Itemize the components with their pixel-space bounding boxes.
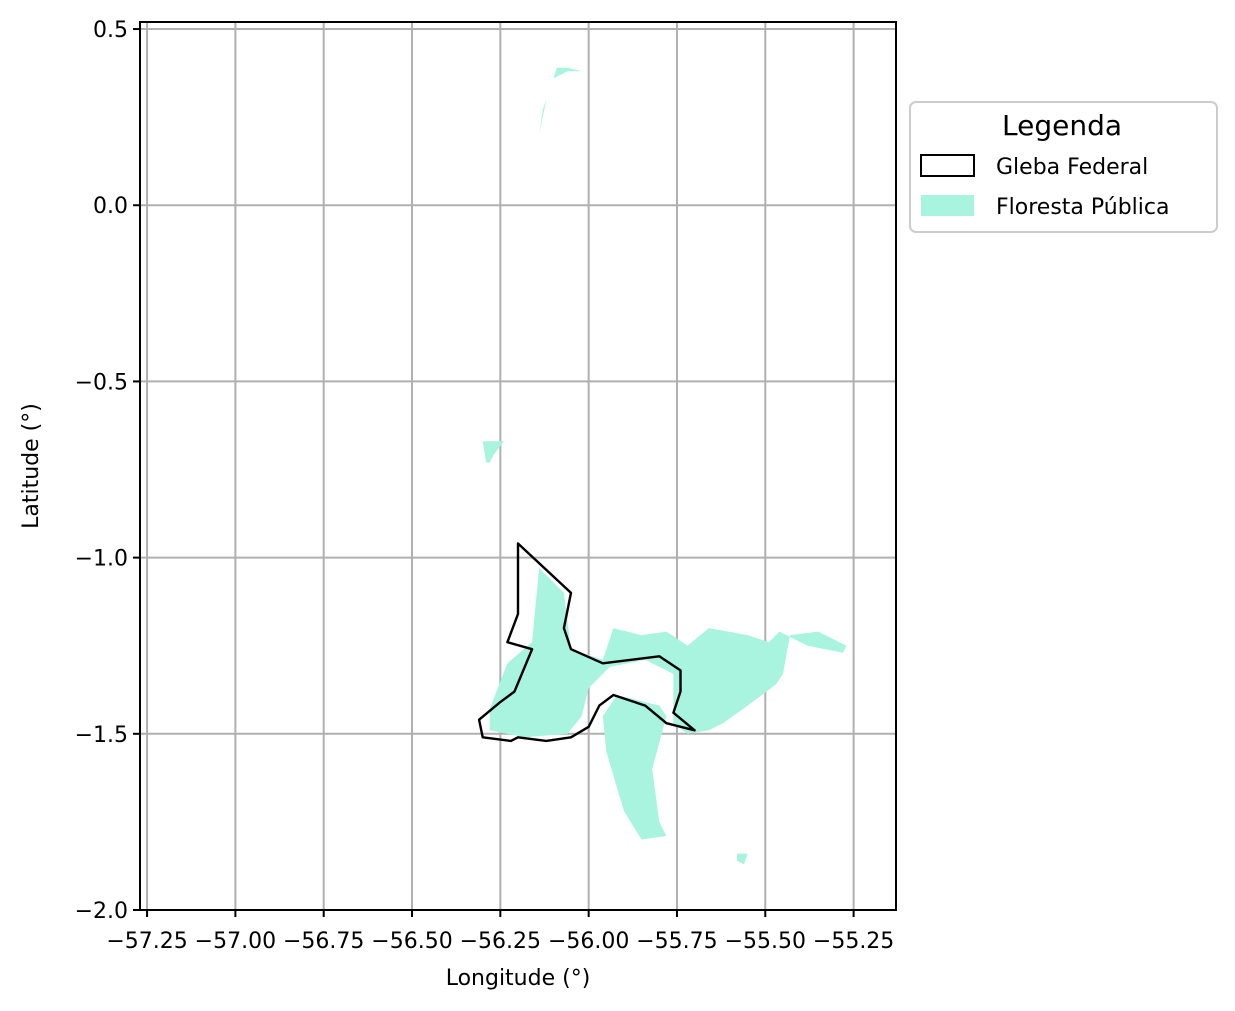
floresta-publica-area <box>489 568 847 738</box>
y-tick-label: 0.5 <box>93 18 128 43</box>
x-axis-label: Longitude (°) <box>446 966 591 991</box>
x-tick-label: −55.50 <box>725 929 806 954</box>
gleba-federal-boundary <box>477 542 696 743</box>
legend-swatch-floresta-publica <box>921 195 974 216</box>
floresta-publica-area <box>482 441 504 463</box>
x-tick-label: −55.75 <box>636 929 717 954</box>
legend-label-floresta-publica: Floresta Pública <box>996 195 1169 220</box>
legend-label-gleba-federal: Gleba Federal <box>996 155 1148 180</box>
x-tick-label: −56.25 <box>460 929 541 954</box>
x-tick-label: −57.25 <box>106 929 187 954</box>
plot-frame <box>139 21 897 911</box>
x-tick-label: −57.00 <box>195 929 276 954</box>
floresta-publica-layer <box>482 67 847 865</box>
axis-ticks: −57.25 −57.00 −56.75 −56.50 −56.25 −56.00 −55.… <box>75 18 895 954</box>
y-tick-label: −0.5 <box>75 370 128 395</box>
x-tick-label: −56.75 <box>283 929 364 954</box>
y-tick-label: −1.0 <box>75 547 128 572</box>
gleba-federal-layer <box>477 542 696 743</box>
y-axis-label: Latitude (°) <box>19 403 44 529</box>
legend-swatch-gleba-federal <box>920 154 975 177</box>
y-tick-label: −1.5 <box>75 723 128 748</box>
legend: Legenda Gleba Federal Floresta Pública <box>909 101 1218 233</box>
x-tick-label: −55.25 <box>813 929 894 954</box>
legend-box <box>909 101 1218 233</box>
x-tick-label: −56.00 <box>548 929 629 954</box>
y-tick-label: 0.0 <box>93 194 128 219</box>
legend-title: Legenda <box>1002 109 1122 142</box>
floresta-publica-area <box>737 853 748 865</box>
x-tick-label: −56.50 <box>371 929 452 954</box>
floresta-publica-area <box>602 695 667 840</box>
y-tick-label: −2.0 <box>75 899 128 924</box>
